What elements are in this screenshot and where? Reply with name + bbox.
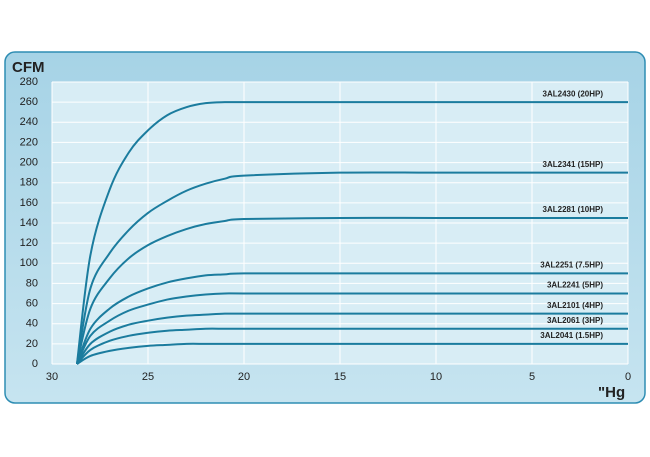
- series-label: 3AL2061 (3HP): [547, 316, 603, 325]
- y-tick-label: 120: [20, 237, 38, 249]
- series-label: 3AL2241 (5HP): [547, 281, 603, 290]
- y-tick-label: 60: [26, 297, 38, 309]
- y-tick-label: 280: [20, 76, 38, 88]
- series-line: [76, 342, 628, 365]
- series-line: [75, 101, 628, 365]
- y-tick-label: 80: [26, 277, 38, 289]
- y-tick-label: 220: [20, 136, 38, 148]
- x-tick-label: 10: [430, 371, 442, 383]
- series-label: 3AL2281 (10HP): [543, 205, 604, 214]
- series-line: [76, 292, 628, 365]
- y-tick-label: 180: [20, 177, 38, 189]
- series-label: 3AL2251 (7.5HP): [540, 260, 603, 269]
- y-tick-label: 260: [20, 96, 38, 108]
- series-line: [75, 171, 628, 365]
- x-tick-label: 25: [142, 371, 154, 383]
- series-label: 3AL2341 (15HP): [543, 160, 604, 169]
- series-line: [76, 327, 628, 365]
- series-label: 3AL2101 (4HP): [547, 301, 603, 310]
- x-tick-label: 20: [238, 371, 250, 383]
- y-tick-label: 160: [20, 197, 38, 209]
- y-tick-label: 140: [20, 217, 38, 229]
- series-label: 3AL2041 (1.5HP): [540, 331, 603, 340]
- x-tick-label: 15: [334, 371, 346, 383]
- x-tick-label: 5: [529, 371, 535, 383]
- y-tick-label: 0: [32, 358, 38, 370]
- series-line: [76, 312, 628, 365]
- y-axis-label: CFM: [12, 59, 45, 76]
- y-tick-label: 20: [26, 338, 38, 350]
- x-tick-label: 0: [625, 371, 631, 383]
- y-tick-label: 200: [20, 156, 38, 168]
- y-tick-label: 40: [26, 318, 38, 330]
- x-axis-label: "Hg: [598, 384, 625, 401]
- series-line: [76, 272, 628, 365]
- series-line: [75, 216, 628, 365]
- series-label: 3AL2430 (20HP): [543, 89, 604, 98]
- x-tick-label: 30: [46, 371, 58, 383]
- y-tick-label: 240: [20, 116, 38, 128]
- y-tick-label: 100: [20, 257, 38, 269]
